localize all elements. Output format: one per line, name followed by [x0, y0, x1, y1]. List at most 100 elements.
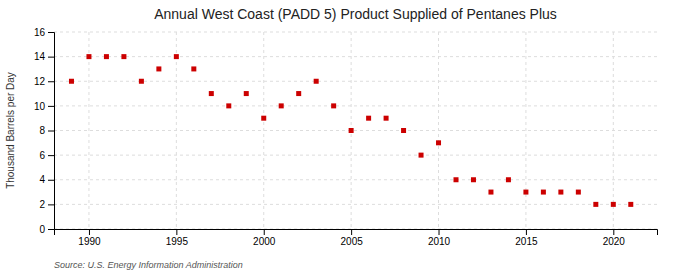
- y-axis: 0 2 4 6 8 10 12 14 16: [34, 27, 55, 235]
- x-tick-mark: [526, 229, 527, 235]
- point: [541, 190, 546, 195]
- point: [523, 190, 528, 195]
- y-tick: 2: [39, 199, 54, 210]
- y-tick: 10: [34, 101, 54, 112]
- point: [139, 79, 144, 84]
- title: Annual West Coast (PADD 5) Product Suppl…: [154, 6, 557, 22]
- x-tick: 2015: [515, 229, 538, 247]
- point: [401, 128, 406, 133]
- point: [104, 54, 109, 59]
- point: [314, 79, 319, 84]
- point: [209, 91, 214, 96]
- point: [226, 103, 231, 108]
- x-tick-label: 1995: [166, 236, 189, 247]
- point: [261, 116, 266, 121]
- point: [279, 103, 284, 108]
- x-tick: 2010: [428, 229, 451, 247]
- grid-line-x: [88, 32, 89, 229]
- y-tick-mark: [48, 81, 54, 82]
- point: [454, 177, 459, 182]
- point: [628, 202, 633, 207]
- y-tick-mark: [48, 155, 54, 156]
- x-tick-mark: [176, 229, 177, 235]
- point: [576, 190, 581, 195]
- y-tick: 4: [39, 174, 54, 185]
- source: Source: U.S. Energy Information Administ…: [54, 260, 243, 270]
- y-tick: 0: [39, 224, 54, 235]
- y-tick-label: 10: [34, 101, 46, 112]
- y-tick-label: 14: [34, 51, 46, 62]
- y-tick-label: 2: [39, 199, 45, 210]
- point: [471, 177, 476, 182]
- y-tick-mark: [48, 204, 54, 205]
- grid-line-y: [54, 56, 657, 57]
- y-tick-label: 4: [39, 174, 45, 185]
- points: [69, 54, 633, 207]
- grid-line-y: [54, 105, 657, 106]
- grid: [54, 32, 657, 229]
- x-tick-mark: [89, 229, 90, 235]
- x-tick: 2000: [253, 229, 276, 247]
- x-axis-line: [55, 230, 658, 236]
- y-tick: 16: [34, 27, 54, 38]
- point: [296, 91, 301, 96]
- point: [366, 116, 371, 121]
- y-tick-mark: [48, 106, 54, 107]
- point: [419, 153, 424, 158]
- plot: 1990 1995 2000 2005 2010 2015 2020 0 2 4 6 8 10 12 14 1…: [34, 27, 658, 247]
- y-axis-title: Thousand Barrels per Day: [5, 72, 16, 189]
- point: [593, 202, 598, 207]
- y-tick-mark: [48, 180, 54, 181]
- y-tick: 12: [34, 76, 54, 87]
- y-tick-mark: [48, 32, 54, 33]
- y-tick-mark: [48, 57, 54, 58]
- point: [384, 116, 389, 121]
- y-tick-label: 8: [39, 125, 45, 136]
- y-tick-mark: [48, 131, 54, 132]
- x-tick-label: 2020: [603, 236, 626, 247]
- point: [611, 202, 616, 207]
- x-tick-label: 1990: [78, 236, 101, 247]
- x-tick: 2005: [341, 229, 364, 247]
- y-tick: 8: [39, 125, 54, 136]
- point: [86, 54, 91, 59]
- y-tick: 6: [39, 150, 54, 161]
- y-tick-label: 12: [34, 76, 46, 87]
- point: [506, 177, 511, 182]
- point: [349, 128, 354, 133]
- point: [191, 66, 196, 71]
- x-tick: 1995: [166, 229, 189, 247]
- y-axis-line: [48, 33, 55, 230]
- x-tick-label: 2010: [428, 236, 451, 247]
- point: [488, 190, 493, 195]
- point: [156, 66, 161, 71]
- grid-line-y: [54, 155, 657, 156]
- point: [174, 54, 179, 59]
- x-tick-label: 2005: [341, 236, 364, 247]
- y-tick-label: 6: [39, 150, 45, 161]
- x-tick-mark: [264, 229, 265, 235]
- grid-line-y: [54, 32, 657, 33]
- y-tick-mark: [48, 229, 54, 230]
- chart: 1990 1995 2000 2005 2010 2015 2020 0 2 4 6 8 10 12 14 1…: [0, 0, 675, 275]
- y-tick-label: 16: [34, 27, 46, 38]
- grid-line-y: [54, 130, 657, 131]
- point: [121, 54, 126, 59]
- x-axis: 1990 1995 2000 2005 2010 2015 2020: [55, 229, 658, 247]
- x-tick-label: 2000: [253, 236, 276, 247]
- x-tick-mark: [613, 229, 614, 235]
- point: [244, 91, 249, 96]
- grid-line-x: [525, 32, 526, 229]
- point: [558, 190, 563, 195]
- point: [69, 79, 74, 84]
- x-tick-mark: [351, 229, 352, 235]
- y-tick-label: 0: [39, 224, 45, 235]
- y-tick: 14: [34, 51, 54, 62]
- grid-line-y: [54, 81, 657, 82]
- point: [331, 103, 336, 108]
- x-tick-label: 2015: [515, 236, 538, 247]
- x-tick: 2020: [603, 229, 626, 247]
- x-tick-mark: [439, 229, 440, 235]
- grid-line-y: [54, 204, 657, 205]
- x-tick: 1990: [78, 229, 101, 247]
